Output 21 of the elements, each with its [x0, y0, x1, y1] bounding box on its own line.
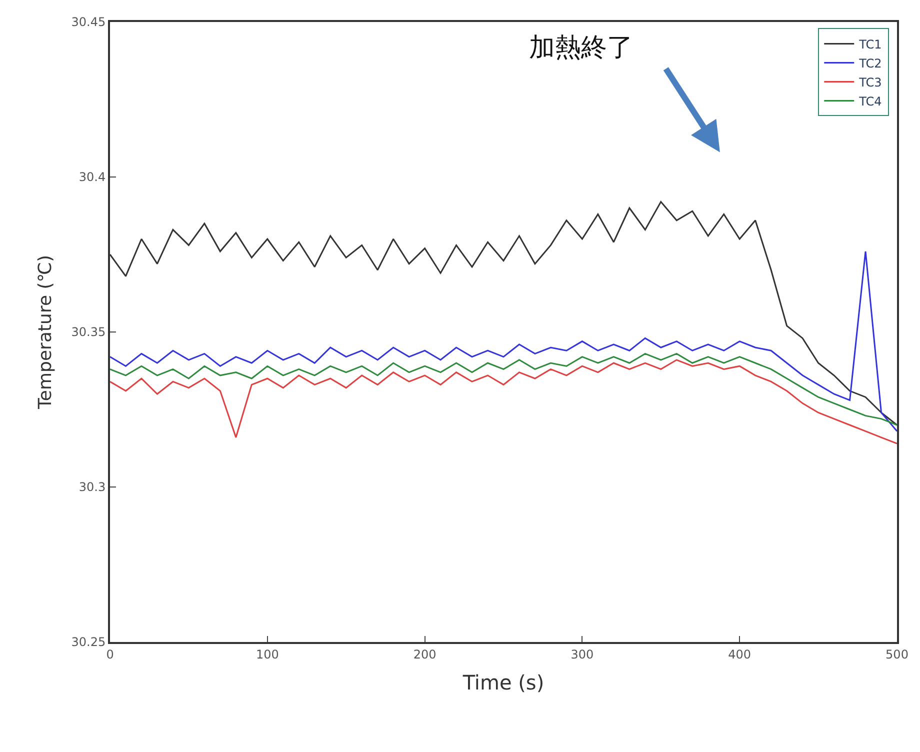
y-tick-label: 30.3 [78, 480, 106, 494]
legend-label: TC1 [858, 37, 882, 52]
legend-label: TC3 [858, 75, 882, 90]
x-tick-label: 200 [413, 647, 436, 662]
x-tick-label: 300 [570, 647, 594, 662]
x-axis-title: Time (s) [462, 670, 544, 694]
annotation: 加熱終了 [529, 33, 633, 63]
x-tick-label: 400 [728, 647, 752, 662]
y-tick-label: 30.4 [78, 170, 106, 184]
line-series [110, 250, 897, 432]
y-tick-label: 30.25 [71, 635, 106, 650]
x-tick-label: 500 [886, 647, 908, 662]
y-tick-label: 30.45 [71, 15, 106, 30]
x-tick-label: 100 [256, 647, 279, 662]
legend-label: TC2 [858, 56, 882, 70]
legend-label: TC4 [858, 94, 882, 108]
line-series [110, 352, 897, 426]
line-series [110, 359, 897, 444]
y-axis-title: Temperature (℃) [34, 254, 56, 410]
y-tick-label: 30.35 [71, 325, 106, 340]
x-tick-label: 0 [106, 647, 114, 662]
